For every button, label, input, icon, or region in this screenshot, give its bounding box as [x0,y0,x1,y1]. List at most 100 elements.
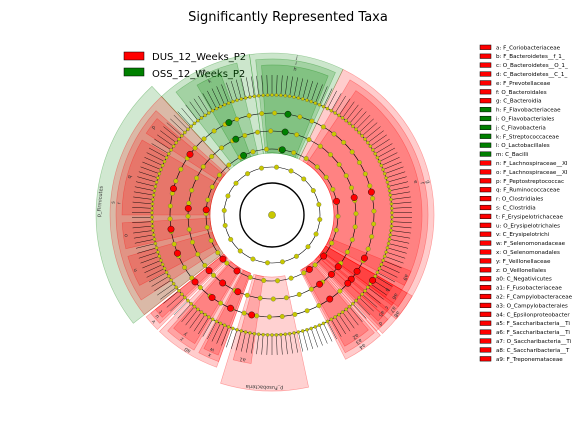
clade-label-l: l [204,74,208,80]
key-swatch-a4 [479,311,492,317]
tree-tip-branch [246,77,251,98]
significant-node-a9 [361,254,368,262]
tree-tip-branch [289,76,293,97]
tree-node [252,94,257,99]
clade-band-i [255,58,336,159]
significant-node-a8 [320,252,328,260]
key-label-a: a: F_Coriobacteriaceae [496,45,561,51]
tree-node [183,295,187,300]
clade-label-j: j [295,55,298,61]
tree-node [292,331,296,335]
tree-node [377,159,382,164]
tree-node [325,319,330,324]
tree-tip-branch [266,334,268,355]
tree-tip-branch [170,118,185,133]
tree-node [183,130,187,135]
clade-band-p-fusobacteria [220,273,309,392]
tree-node [325,106,330,111]
clade-label-t: t [158,309,164,314]
key-swatch-h [479,107,492,113]
tree-node [347,304,352,309]
tree-tip-branch [276,75,278,96]
significant-node-u [205,267,213,275]
significant-node-g [333,197,340,205]
significant-node-b [369,276,377,284]
tree-node [305,328,309,332]
tree-node [390,215,394,219]
tree-tip-branch [389,239,410,244]
tree-node [335,213,341,219]
significant-node-a1 [248,311,256,319]
tree-node [162,159,167,164]
key-swatch-v [479,231,492,237]
tree-node [241,310,247,316]
key-label-u: u: O_Erysipelotrichales [496,223,560,229]
tree-node [296,292,302,297]
tree-tip-branch [251,76,255,97]
clade-label-f: f [419,182,425,185]
legend-label-dus: DUS_12_Weeks_P2 [152,52,246,63]
clade-label-x: x [207,351,212,358]
significant-node-k [225,119,233,126]
tree-tip-branch [198,316,210,335]
tree-tip-branch [137,247,157,254]
tree-node [247,274,253,280]
tree-node [321,104,326,109]
tree-node [242,133,248,138]
tree-tip-branch [144,264,163,273]
significant-node-r [184,205,192,212]
tree-tip-branch [367,287,384,300]
tree-node [287,331,292,336]
key-swatch-y [479,258,492,264]
clade-band-a6 [321,245,403,306]
tree-node [313,101,318,105]
key-swatch-l [479,142,492,148]
tree-node [341,139,347,145]
tree-tip-branch [163,126,180,140]
tree-tip-branch [137,176,157,183]
tree-tip-branch [315,84,323,104]
key-label-r: r: O_Clostridiales [496,197,543,203]
tree-node [225,193,231,199]
taxa-key: a: F_Coriobacteriaceae b: F_Bacteroidetes… [479,44,573,363]
tree-node [167,151,171,156]
clade-label-p-firmicutes: p_Firmicutes [96,185,104,217]
tree-node [316,202,322,207]
tree-tip-branch [334,95,346,114]
tree-node [388,233,393,237]
tree-tip-branch [256,334,259,355]
tree-node [189,301,193,306]
tree-tip-branch [221,84,229,104]
tree-ring-4 [169,112,375,318]
tree-node [261,278,267,283]
tree-node [210,317,215,322]
tree-node [274,164,279,170]
tree-tip-branch [370,134,387,147]
tree-tip-branch [246,332,251,353]
tree-node [382,254,387,259]
tree-node [291,150,297,156]
tree-tip-branch [276,334,278,355]
tree-tip-branch [185,309,199,326]
tree-node [157,254,162,259]
tree-node [156,250,160,254]
key-label-a2: a2: F_Campylobacteraceae [496,295,573,301]
tree-node [340,116,345,120]
key-swatch-a9 [479,356,492,362]
tree-node [316,303,322,309]
clade-labels: gfe b c d jih mlk p_Firmicutes s r n o q p vut a0 xw zy p… [96,55,430,391]
tree-tip-branch [134,186,155,191]
tree-node [313,325,318,329]
tree-node [195,251,201,257]
tree-node [314,164,320,170]
tree-node [182,265,187,270]
key-label-j: j: C_Flavobacteria [495,125,546,131]
tree-node [323,174,329,180]
tree-tip-branch [381,264,400,273]
tree-tip-branch [181,107,195,124]
tree-node [192,145,198,151]
tree-node [371,221,377,227]
significant-node-j [278,146,286,154]
tree-tip-branch [338,314,351,332]
tree-node [279,314,285,319]
